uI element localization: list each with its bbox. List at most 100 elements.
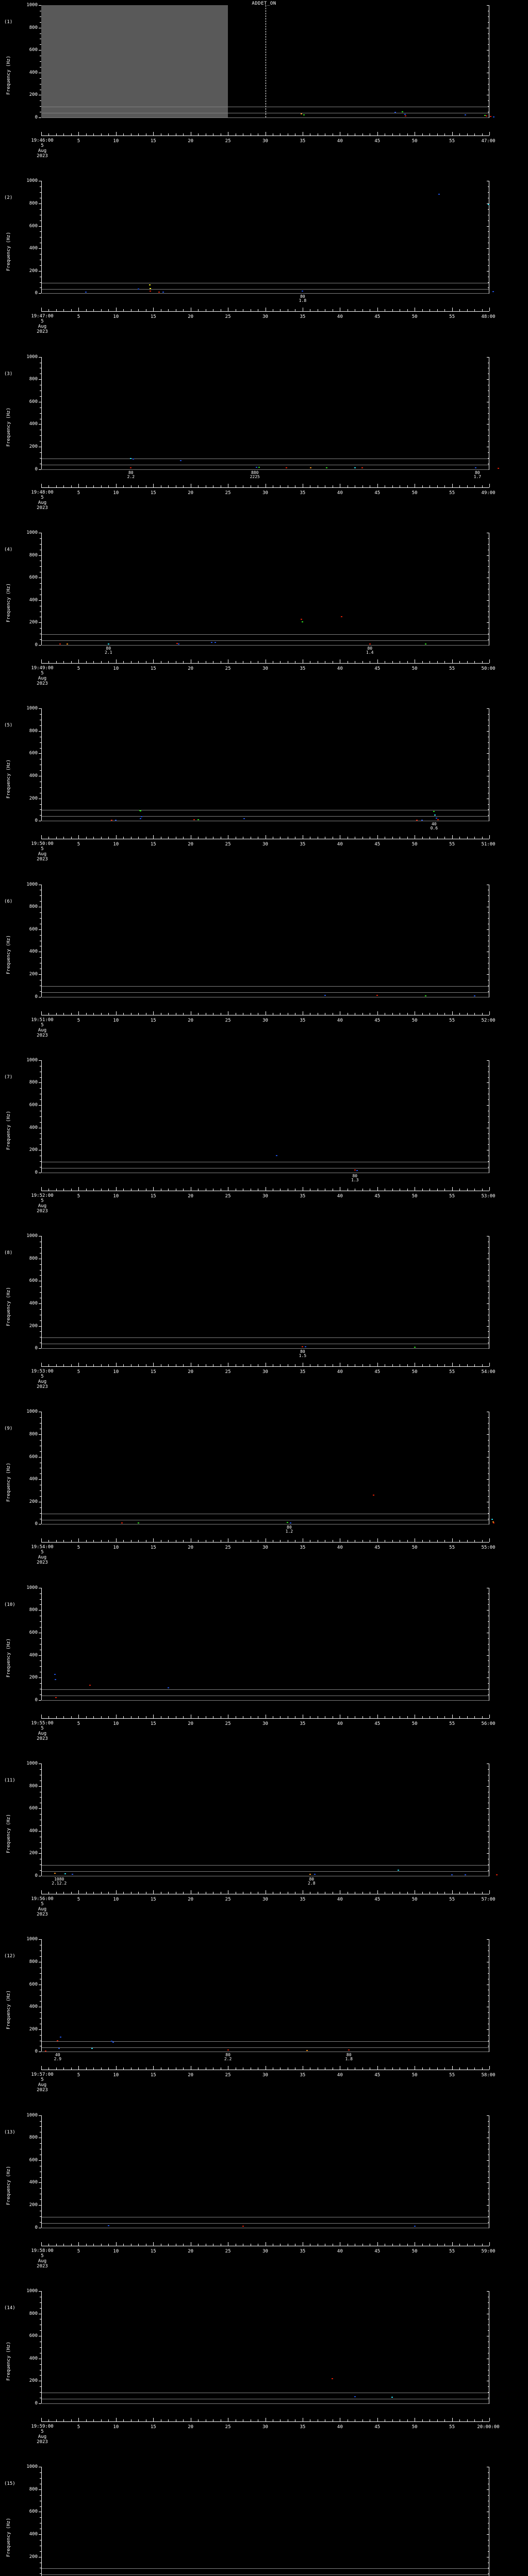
x-tick [198,1716,199,1718]
detection-mark [484,115,486,116]
x-axis-date-part-0: 5 [41,1902,44,1907]
x-axis-date-part-2: 2023 [37,1736,48,1741]
annotation-value-bottom: 2.2 [224,2057,232,2062]
y-tick [40,2330,41,2331]
y-tick-right [487,929,489,930]
x-tick-label: 45 [374,2073,381,2078]
y-tick-label: 800 [29,377,38,382]
x-axis-line [41,663,489,664]
x-tick [93,1716,94,1718]
x-tick [474,1188,475,1191]
x-tick [63,133,64,135]
x-tick [452,1890,453,1894]
x-tick [392,1364,393,1367]
x-tick [444,1892,445,1894]
y-tick-right [488,61,489,62]
y-tick [40,413,41,414]
x-tick-label: 20 [188,1193,194,1199]
x-tick [71,2243,72,2246]
x-tick [63,1012,64,1015]
x-tick [377,1363,378,1367]
x-tick-label: 35 [300,1193,306,1199]
detection-mark [140,818,142,820]
x-tick [459,2067,460,2070]
x-tick [459,1188,460,1191]
x-tick [101,485,102,487]
detection-mark [493,1522,495,1524]
x-tick [474,2067,475,2070]
x-tick-label: 55 [449,1193,455,1199]
panel-index-label: (4) [4,547,13,552]
x-tick-label: 40 [337,1369,343,1375]
x-axis-end-label: 52:00 [481,1018,496,1023]
x-axis-end-label: 50:00 [481,666,496,671]
detection-mark [465,1874,467,1875]
y-tick-label: 200 [29,971,38,977]
point-annotation: 80 1.7 [474,470,481,479]
annotation-value-top: 80 [367,646,373,651]
y-tick-right [488,2573,489,2574]
x-tick [93,1892,94,1894]
y-tick [40,2478,41,2479]
x-tick [198,1364,199,1367]
x-axis-end-label: 56:00 [481,1721,496,1726]
x-tick-label: 50 [411,139,418,144]
y-tick-right [487,379,489,380]
y-tick-right [488,804,489,805]
y-tick [40,1621,41,1622]
y-tick-label: 0 [35,2049,38,2055]
x-tick-label: 15 [150,1897,156,1902]
reference-gridline [42,640,489,641]
y-tick-right [487,226,489,227]
y-tick-right [488,413,489,414]
axis-spine-left [41,884,42,997]
y-tick [40,2573,41,2574]
y-tick [40,2222,41,2223]
y-tick-label: 200 [29,92,38,98]
detection-mark [414,1346,416,1348]
y-tick-right [488,1666,489,1667]
x-tick [183,660,184,663]
y-tick-label: 800 [29,904,38,910]
x-tick [41,308,42,312]
y-tick [40,458,41,459]
x-tick [407,2419,408,2421]
y-tick-label: 600 [29,1454,38,1460]
y-tick-right [488,1077,489,1078]
x-tick [41,835,42,839]
y-tick-right [487,357,489,358]
x-tick [71,133,72,135]
y-tick-right [488,44,489,45]
x-axis-date-part-1: Aug [38,852,47,857]
x-tick-label: 10 [113,1193,119,1199]
x-tick [467,2243,468,2246]
y-tick-right [487,1808,489,1809]
y-tick [39,1939,41,1940]
x-tick-label: 35 [300,2073,306,2078]
x-axis-start-label: 19:56:00 5 Aug 2023 [31,1897,53,1917]
x-tick [71,1716,72,1718]
detection-mark [354,1169,356,1171]
x-tick [63,2243,64,2246]
x-tick-label: 55 [449,139,455,144]
x-axis-date-part-1: Aug [38,1027,47,1033]
annotation-value-bottom: 2.2 [127,474,135,479]
y-tick-label: 400 [29,2532,38,2537]
y-tick-right [487,622,489,623]
detection-mark [177,643,179,645]
x-tick-label: 40 [337,2424,343,2430]
x-tick [459,309,460,312]
x-tick [392,309,393,312]
x-tick [93,837,94,839]
figure-title: ADDET_ON [252,1,276,6]
x-tick [63,1540,64,1543]
x-tick [459,1540,460,1543]
x-tick-label: 5 [77,1193,80,1199]
x-tick-label: 50 [411,1545,418,1551]
x-tick [48,133,49,135]
detection-mark [310,467,312,468]
x-tick [183,2419,184,2421]
x-tick [168,133,169,135]
y-tick-right [488,1683,489,1684]
y-tick-label: 1000 [26,1233,38,1239]
